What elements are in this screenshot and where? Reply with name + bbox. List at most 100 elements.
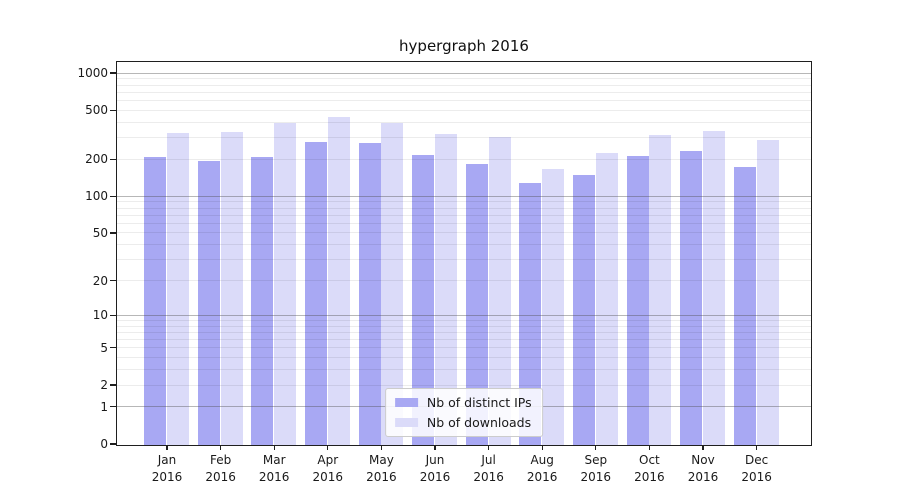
bar-downloads-oct: [649, 134, 672, 445]
x-tick-month: Oct: [639, 453, 660, 467]
bar-distinct-ips-feb: [197, 161, 220, 445]
y-tick-2: [110, 384, 116, 386]
x-tick-month: Jan: [157, 453, 177, 467]
bar-downloads-mar: [274, 122, 297, 445]
y-tick-label-10: 10: [92, 308, 108, 323]
y-tick-10: [110, 314, 116, 316]
x-tick-label-feb: Feb 2016: [189, 452, 253, 486]
bar-distinct-ips-jan: [144, 157, 167, 445]
y-tick-5: [110, 347, 116, 349]
x-tick-label-may: May 2016: [349, 452, 413, 486]
legend-label-downloads: Nb of downloads: [426, 414, 532, 430]
legend: Nb of distinct IPs Nb of downloads: [384, 387, 543, 437]
y-tick-label-5: 5: [100, 340, 108, 355]
legend-item-downloads: Nb of downloads: [394, 414, 532, 430]
y-tick-label-20: 20: [92, 273, 108, 288]
x-tick-year: 2016: [205, 470, 236, 484]
x-tick-label-apr: Apr 2016: [296, 452, 360, 486]
y-tick-0: [110, 443, 116, 445]
y-tick-label-100: 100: [85, 189, 108, 204]
x-tick-year: 2016: [526, 470, 558, 484]
x-tick-apr: [327, 445, 329, 450]
y-tick-100: [110, 195, 116, 197]
bar-downloads-jul: [488, 137, 511, 445]
x-tick-jan: [166, 445, 168, 450]
x-tick-year: 2016: [258, 470, 290, 484]
x-tick-year: 2016: [741, 470, 772, 484]
bar-distinct-ips-mar: [251, 157, 274, 445]
x-tick-month: Dec: [744, 453, 769, 467]
bar-distinct-ips-dec: [733, 166, 756, 445]
y-tick-label-50: 50: [92, 225, 108, 240]
bar-downloads-dec: [756, 139, 779, 445]
x-tick-label-jul: Jul 2016: [457, 452, 521, 486]
y-tick-label-0: 0: [100, 437, 108, 451]
x-tick-label-oct: Oct 2016: [617, 452, 681, 486]
y-tick-1: [110, 406, 116, 408]
x-tick-year: 2016: [151, 470, 183, 484]
bar-downloads-jun: [434, 133, 457, 445]
bar-downloads-nov: [702, 130, 725, 445]
x-tick-mar: [273, 445, 275, 450]
x-tick-month: Mar: [262, 453, 286, 467]
x-tick-month: Sep: [584, 453, 608, 467]
bar-downloads-jan: [166, 132, 189, 445]
bar-distinct-ips-oct: [626, 156, 649, 445]
bar-downloads-aug: [542, 169, 565, 445]
y-tick-label-200: 200: [85, 152, 108, 167]
x-tick-year: 2016: [312, 470, 344, 484]
bar-distinct-ips-aug: [519, 182, 542, 445]
y-tick-label-2: 2: [100, 378, 108, 392]
x-tick-sep: [595, 445, 597, 450]
x-tick-jun: [434, 445, 436, 450]
bar-distinct-ips-apr: [304, 141, 327, 445]
x-tick-year: 2016: [687, 470, 719, 484]
y-tick-500: [110, 109, 116, 111]
plot-area: Nb of distinct IPs Nb of downloads: [116, 60, 812, 446]
x-tick-year: 2016: [473, 470, 504, 484]
bar-distinct-ips-sep: [572, 175, 595, 445]
x-tick-month: Aug: [530, 453, 554, 467]
legend-swatch-distinct-ips: [394, 397, 418, 407]
x-tick-label-dec: Dec 2016: [725, 452, 789, 486]
x-tick-feb: [219, 445, 222, 450]
x-tick-month: Jul: [481, 453, 496, 467]
x-tick-aug: [541, 445, 543, 450]
y-tick-label-1: 1: [100, 399, 108, 414]
y-tick-label-1000: 1000: [77, 66, 108, 81]
x-tick-year: 2016: [366, 470, 397, 484]
x-tick-oct: [648, 445, 651, 450]
bar-downloads-may: [381, 123, 404, 445]
legend-label-distinct-ips: Nb of distinct IPs: [426, 394, 532, 410]
chart-title: hypergraph 2016: [399, 37, 529, 55]
x-tick-label-jun: Jun 2016: [403, 452, 467, 486]
x-tick-month: Jun: [425, 453, 445, 467]
x-tick-label-sep: Sep 2016: [564, 452, 628, 486]
x-tick-label-nov: Nov 2016: [671, 452, 735, 486]
x-tick-month: Feb: [209, 453, 232, 467]
x-tick-nov: [702, 445, 704, 450]
y-tick-1000: [110, 72, 116, 74]
x-tick-label-jan: Jan 2016: [135, 452, 199, 486]
bar-distinct-ips-nov: [680, 151, 703, 445]
legend-item-distinct-ips: Nb of distinct IPs: [394, 394, 532, 410]
bar-distinct-ips-jun: [412, 155, 435, 445]
bar-distinct-ips-may: [358, 143, 381, 445]
x-tick-year: 2016: [419, 470, 451, 484]
x-tick-month: Apr: [317, 453, 339, 467]
bar-distinct-ips-jul: [465, 164, 488, 445]
legend-swatch-downloads: [394, 417, 418, 427]
bar-downloads-sep: [595, 153, 618, 445]
y-tick-20: [110, 279, 116, 282]
x-tick-month: Nov: [691, 453, 715, 467]
x-tick-year: 2016: [580, 470, 612, 484]
x-tick-may: [380, 445, 383, 450]
x-tick-label-aug: Aug 2016: [510, 452, 574, 486]
bars-layer: [117, 62, 811, 445]
bar-downloads-apr: [327, 117, 350, 445]
bar-downloads-feb: [220, 132, 243, 445]
x-tick-month: May: [368, 453, 394, 467]
x-tick-jul: [487, 445, 490, 450]
y-tick-200: [110, 158, 116, 160]
